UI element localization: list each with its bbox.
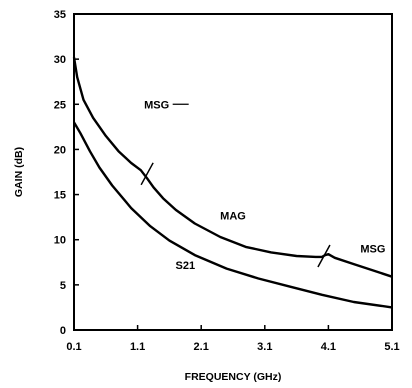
y-tick-label: 20 xyxy=(54,144,66,156)
y-tick-label: 30 xyxy=(54,54,66,66)
curve-annotation: MSG xyxy=(144,99,169,111)
series-line-s21 xyxy=(72,121,393,309)
x-axis-title: FREQUENCY (GHz) xyxy=(185,371,282,383)
y-axis-title: GAIN (dB) xyxy=(13,147,25,197)
annotation-layer: MSG MAG MSG S21 xyxy=(144,99,385,272)
series-line-msg-mag xyxy=(72,57,393,278)
y-tick-label: 5 xyxy=(60,280,66,292)
x-tick-label: 3.1 xyxy=(257,341,272,353)
x-tick-label: 4.1 xyxy=(321,341,336,353)
x-tick-label: 0.1 xyxy=(66,341,81,353)
curve-annotation: MAG xyxy=(220,210,246,222)
y-tick-label: 15 xyxy=(54,190,66,202)
x-tick-label: 2.1 xyxy=(194,341,209,353)
region-boundary-marker xyxy=(317,244,331,268)
plot-frame xyxy=(73,13,393,331)
series-layer xyxy=(72,57,393,309)
x-tick-label: 1.1 xyxy=(130,341,145,353)
y-tick-label: 25 xyxy=(54,99,66,111)
curve-annotation: MSG xyxy=(360,244,385,256)
axes-layer xyxy=(73,13,393,331)
x-tick-label: 5.1 xyxy=(384,341,399,353)
curve-annotation: S21 xyxy=(176,260,196,272)
y-tick-label: 10 xyxy=(54,235,66,247)
y-tick-label: 0 xyxy=(60,325,66,337)
y-tick-label: 35 xyxy=(54,9,66,21)
region-boundary-marker xyxy=(140,162,154,186)
ticks-layer: 0.1 1.1 2.1 3.1 4.1 5.1 0 5 10 15 20 25 30 35 xyxy=(54,9,400,353)
